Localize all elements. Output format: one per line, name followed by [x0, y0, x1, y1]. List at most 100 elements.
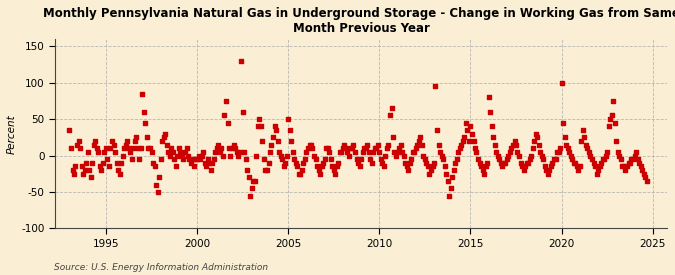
- Point: [562, 146, 573, 150]
- Point: [289, 157, 300, 161]
- Point: [130, 139, 140, 143]
- Point: [589, 164, 600, 169]
- Point: [246, 186, 257, 191]
- Point: [423, 164, 433, 169]
- Point: [265, 150, 275, 154]
- Point: [579, 135, 590, 139]
- Point: [108, 142, 119, 147]
- Point: [159, 135, 169, 139]
- Point: [456, 142, 466, 147]
- Point: [219, 113, 230, 118]
- Point: [550, 157, 561, 161]
- Point: [144, 146, 155, 150]
- Point: [617, 164, 628, 169]
- Point: [318, 161, 329, 165]
- Point: [243, 175, 254, 180]
- Point: [228, 142, 239, 147]
- Point: [396, 142, 406, 147]
- Point: [242, 168, 252, 172]
- Point: [148, 161, 159, 165]
- Point: [195, 157, 206, 161]
- Point: [300, 157, 310, 161]
- Point: [68, 168, 78, 172]
- Point: [511, 142, 522, 147]
- Point: [301, 150, 312, 154]
- Point: [266, 142, 277, 147]
- Point: [328, 168, 339, 172]
- Point: [602, 150, 613, 154]
- Point: [364, 157, 375, 161]
- Point: [514, 153, 524, 158]
- Point: [192, 157, 202, 161]
- Point: [509, 139, 520, 143]
- Point: [248, 179, 259, 183]
- Point: [81, 161, 92, 165]
- Point: [324, 150, 335, 154]
- Point: [304, 142, 315, 147]
- Point: [160, 131, 171, 136]
- Point: [443, 193, 454, 198]
- Point: [599, 157, 610, 161]
- Point: [216, 146, 227, 150]
- Point: [200, 164, 211, 169]
- Point: [95, 164, 105, 169]
- Point: [369, 146, 380, 150]
- Point: [503, 153, 514, 158]
- Point: [465, 124, 476, 128]
- Point: [107, 139, 117, 143]
- Point: [64, 128, 75, 132]
- Point: [566, 153, 576, 158]
- Point: [78, 172, 88, 176]
- Point: [544, 168, 555, 172]
- Point: [397, 150, 408, 154]
- Point: [334, 150, 345, 154]
- Point: [493, 153, 504, 158]
- Point: [342, 150, 353, 154]
- Point: [227, 146, 238, 150]
- Point: [155, 157, 166, 161]
- Point: [401, 164, 412, 169]
- Point: [580, 142, 591, 147]
- Point: [166, 146, 177, 150]
- Point: [483, 95, 494, 99]
- Point: [629, 153, 640, 158]
- Point: [441, 172, 452, 176]
- Point: [555, 146, 566, 150]
- Point: [474, 161, 485, 165]
- Point: [307, 146, 318, 150]
- Point: [541, 168, 552, 172]
- Point: [547, 161, 558, 165]
- Point: [76, 164, 87, 169]
- Point: [521, 161, 532, 165]
- Point: [637, 168, 647, 172]
- Point: [518, 168, 529, 172]
- Point: [360, 146, 371, 150]
- Point: [494, 157, 505, 161]
- Point: [425, 168, 436, 172]
- Point: [588, 161, 599, 165]
- Point: [134, 157, 144, 161]
- Point: [482, 161, 493, 165]
- Point: [531, 131, 541, 136]
- Point: [284, 128, 295, 132]
- Point: [367, 161, 377, 165]
- Point: [386, 106, 397, 110]
- Point: [263, 161, 274, 165]
- Point: [476, 164, 487, 169]
- Point: [259, 157, 269, 161]
- Point: [414, 139, 425, 143]
- Point: [323, 146, 333, 150]
- Point: [169, 157, 180, 161]
- Point: [339, 142, 350, 147]
- Point: [404, 161, 415, 165]
- Point: [442, 179, 453, 183]
- Point: [138, 109, 149, 114]
- Point: [72, 142, 82, 147]
- Point: [131, 135, 142, 139]
- Point: [635, 164, 646, 169]
- Point: [302, 146, 313, 150]
- Point: [543, 172, 554, 176]
- Point: [325, 157, 336, 161]
- Point: [549, 157, 560, 161]
- Point: [187, 157, 198, 161]
